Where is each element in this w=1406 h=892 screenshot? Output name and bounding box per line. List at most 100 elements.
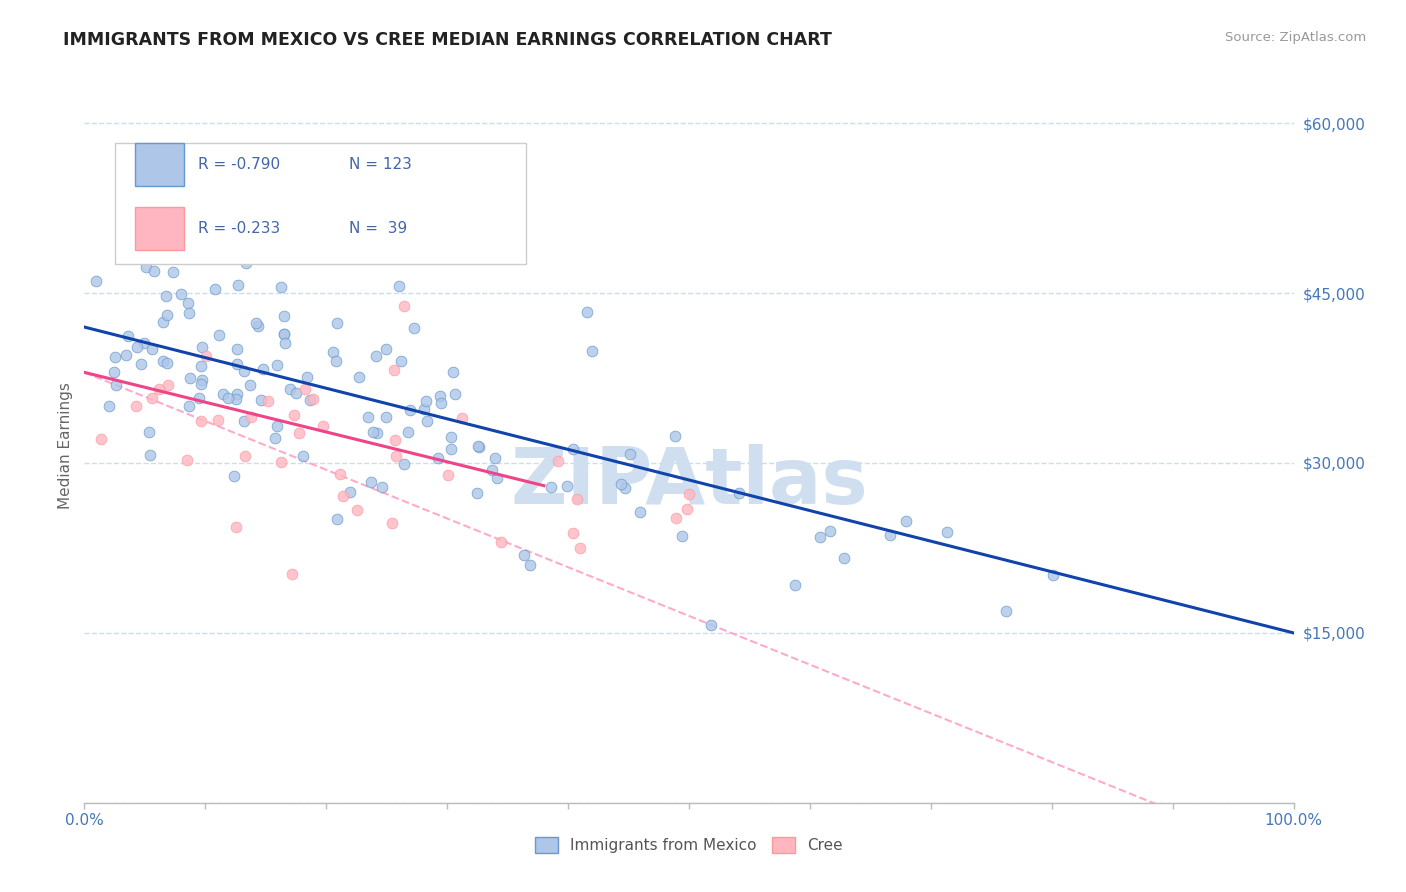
Point: [225, 392, 247, 406]
Point: [465, 486, 488, 500]
Point: [429, 389, 451, 403]
Point: [245, 316, 267, 330]
Point: [256, 394, 278, 409]
Point: [222, 468, 245, 483]
Point: [347, 369, 370, 384]
Point: [226, 387, 249, 401]
Point: [177, 296, 200, 310]
Point: [86, 274, 108, 288]
Point: [125, 399, 148, 413]
Point: [156, 377, 179, 392]
Point: [382, 363, 405, 377]
Point: [322, 344, 344, 359]
Point: [444, 387, 467, 401]
Point: [246, 318, 269, 333]
Point: [141, 391, 163, 405]
Point: [481, 462, 503, 476]
Point: [129, 357, 152, 371]
Point: [285, 385, 308, 400]
Text: IMMIGRANTS FROM MEXICO VS CREE MEDIAN EARNINGS CORRELATION CHART: IMMIGRANTS FROM MEXICO VS CREE MEDIAN EA…: [63, 31, 832, 49]
Point: [207, 327, 229, 342]
Point: [190, 359, 212, 374]
Point: [519, 558, 541, 573]
Point: [700, 618, 723, 632]
Point: [569, 541, 592, 555]
Point: [176, 453, 198, 467]
Point: [288, 425, 311, 440]
Point: [233, 364, 256, 378]
Point: [226, 278, 249, 293]
Point: [152, 354, 174, 368]
Point: [678, 487, 700, 501]
Point: [665, 511, 688, 525]
Point: [233, 449, 256, 463]
Point: [832, 551, 855, 566]
FancyBboxPatch shape: [135, 207, 184, 250]
Point: [394, 457, 416, 471]
Point: [561, 525, 583, 540]
Point: [613, 481, 636, 495]
Point: [728, 486, 751, 500]
Point: [396, 425, 419, 440]
Point: [298, 393, 321, 408]
Point: [291, 449, 314, 463]
Point: [135, 260, 157, 274]
Point: [179, 306, 201, 320]
Point: [416, 414, 439, 428]
Point: [360, 475, 382, 489]
Text: N =  39: N = 39: [349, 221, 408, 235]
Point: [609, 476, 631, 491]
Point: [232, 414, 254, 428]
Point: [389, 353, 412, 368]
Point: [486, 470, 509, 484]
Point: [270, 455, 292, 469]
Point: [384, 434, 406, 448]
Point: [547, 454, 569, 468]
Point: [576, 305, 599, 319]
Point: [540, 480, 562, 494]
FancyBboxPatch shape: [135, 143, 184, 186]
Legend: Immigrants from Mexico, Cree: Immigrants from Mexico, Cree: [529, 831, 849, 859]
Point: [266, 419, 288, 434]
Point: [138, 425, 160, 439]
Point: [332, 489, 354, 503]
Point: [156, 356, 179, 370]
Point: [134, 335, 156, 350]
Point: [326, 511, 349, 525]
Point: [555, 479, 578, 493]
Text: ZIPAtlas: ZIPAtlas: [510, 443, 868, 520]
Point: [152, 315, 174, 329]
Point: [204, 282, 226, 296]
Point: [90, 432, 112, 446]
Point: [142, 264, 165, 278]
Text: R = -0.790: R = -0.790: [198, 157, 280, 171]
Point: [879, 528, 901, 542]
Point: [252, 362, 274, 376]
Point: [195, 349, 218, 363]
Point: [392, 299, 415, 313]
Point: [105, 377, 128, 392]
Point: [346, 503, 368, 517]
Point: [190, 372, 212, 386]
Point: [294, 382, 316, 396]
Point: [402, 320, 425, 334]
Point: [451, 411, 474, 425]
Point: [375, 410, 398, 425]
Point: [97, 399, 120, 413]
Point: [381, 516, 404, 531]
Point: [266, 358, 288, 372]
Point: [565, 491, 588, 506]
Point: [187, 391, 209, 405]
Point: [664, 429, 686, 443]
Point: [177, 399, 200, 413]
Point: [339, 484, 361, 499]
Point: [283, 408, 305, 422]
Point: [388, 278, 411, 293]
Point: [302, 392, 325, 406]
Point: [371, 480, 394, 494]
Point: [467, 439, 489, 453]
Point: [103, 365, 125, 379]
Point: [671, 529, 693, 543]
Text: R = -0.233: R = -0.233: [198, 221, 280, 235]
Point: [357, 410, 380, 425]
